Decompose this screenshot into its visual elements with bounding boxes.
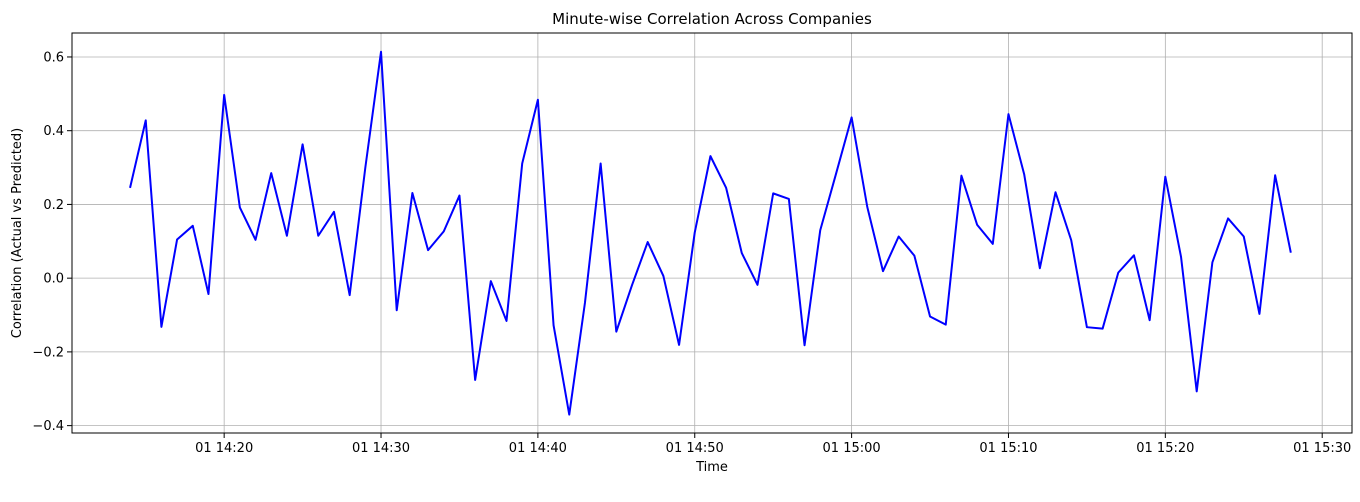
y-tick-label: 0.2 — [43, 198, 64, 213]
x-ticks: 01 14:20 01 14:30 01 14:40 01 14:50 01 15:00… — [195, 433, 1351, 456]
y-ticks: −0.4 −0.2 0.0 0.2 0.4 0.6 — [32, 50, 72, 434]
x-tick-label: 01 15:00 — [823, 441, 881, 456]
plot-frame — [71, 32, 1353, 434]
y-tick-label: −0.2 — [32, 345, 64, 360]
y-tick-label: 0.0 — [43, 272, 64, 287]
x-tick-label: 01 15:30 — [1293, 441, 1351, 456]
y-tick-label: 0.4 — [43, 124, 64, 139]
y-axis-label: Correlation (Actual vs Predicted) — [10, 128, 25, 338]
x-axis-label: Time — [695, 460, 728, 475]
x-tick-label: 01 15:10 — [979, 441, 1037, 456]
x-tick-label: 01 14:20 — [195, 441, 253, 456]
x-tick-label: 01 14:30 — [352, 441, 410, 456]
y-tick-label: −0.4 — [32, 419, 64, 434]
x-tick-label: 01 15:20 — [1136, 441, 1194, 456]
chart-title: Minute-wise Correlation Across Companies — [552, 10, 872, 28]
x-tick-label: 01 14:50 — [666, 441, 724, 456]
gridlines — [72, 33, 1352, 433]
series-layer — [129, 50, 1292, 416]
y-tick-label: 0.6 — [43, 50, 64, 65]
x-tick-label: 01 14:40 — [509, 441, 567, 456]
series-line — [129, 50, 1292, 416]
